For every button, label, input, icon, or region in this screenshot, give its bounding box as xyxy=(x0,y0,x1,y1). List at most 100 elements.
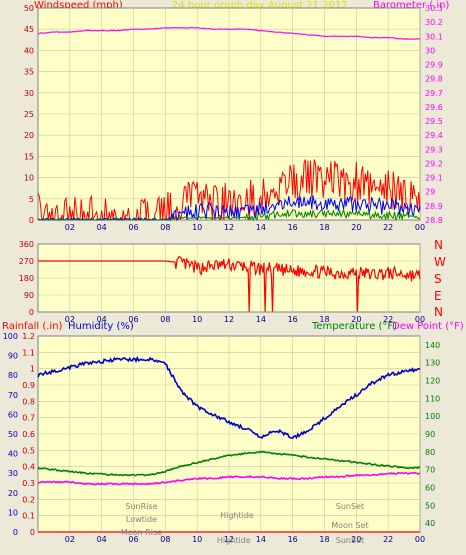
direction-label-s: S xyxy=(434,272,442,286)
direction-x-tick-label: 16 xyxy=(288,315,298,324)
temperature-y-tick-label: 120 xyxy=(425,377,440,386)
barometer-y-tick-label: 29.7 xyxy=(425,89,443,98)
wind-x-tick-label: 20 xyxy=(351,223,361,232)
direction-y-tick-label: 360 xyxy=(19,240,34,249)
rainfall-y-tick-label: 0.6 xyxy=(22,430,35,439)
wind-x-tick-label: 06 xyxy=(128,223,138,232)
rainfall-y-tick-label: 0.9 xyxy=(22,381,35,390)
direction-x-tick-label: 18 xyxy=(319,315,329,324)
wind-x-tick-label: 00 xyxy=(415,223,425,232)
rainfall-y-tick-label: 0.2 xyxy=(22,495,35,504)
wind-x-tick-label: 08 xyxy=(160,223,170,232)
rainfall-y-tick-label: 0.1 xyxy=(22,512,35,521)
barometer-y-tick-label: 29.9 xyxy=(425,61,443,70)
barometer-y-tick-label: 29.2 xyxy=(425,159,443,168)
direction-x-tick-label: 04 xyxy=(97,315,107,324)
direction-x-tick-label: 14 xyxy=(256,315,266,324)
wind-direction-series xyxy=(38,255,421,312)
barometer-y-tick-label: 29 xyxy=(425,188,435,197)
temperature-y-tick-label: 100 xyxy=(425,412,440,421)
barometer-y-tick-label: 30 xyxy=(425,46,435,55)
direction-x-tick-label: 22 xyxy=(383,315,393,324)
barometer-y-tick-label: 29.5 xyxy=(425,117,443,126)
wind-x-tick-label: 18 xyxy=(319,223,329,232)
temperature-y-tick-label: 40 xyxy=(425,519,435,528)
rainfall-y-tick-label: 0.8 xyxy=(22,397,35,406)
annotation-lowtide: Lowtide xyxy=(126,515,157,524)
annotation-hightide-1: Hightide xyxy=(220,511,254,520)
dewpoint-series xyxy=(37,471,421,486)
annotation-sunrise: SunRise xyxy=(125,502,157,511)
annotation-moonrise: Moon Rise xyxy=(121,528,162,537)
humidity-y-tick-label: 100 xyxy=(3,332,18,341)
direction-x-tick-label: 12 xyxy=(224,315,234,324)
rainfall-y-tick-label: 0.7 xyxy=(22,414,35,423)
temperature-y-tick-label: 60 xyxy=(425,483,435,492)
rainfall-y-tick-label: 0 xyxy=(30,528,35,537)
direction-x-tick-label: 08 xyxy=(160,315,170,324)
wind-low-series xyxy=(37,208,421,222)
wind-x-tick-label: 14 xyxy=(256,223,266,232)
humidity-x-tick-label: 10 xyxy=(192,535,202,544)
humidity-x-tick-label: 00 xyxy=(415,535,425,544)
direction-x-tick-label: 02 xyxy=(65,315,75,324)
direction-y-tick-label: 270 xyxy=(19,257,34,266)
barometer-y-tick-label: 29.8 xyxy=(425,75,443,84)
humidity-x-tick-label: 14 xyxy=(256,535,266,544)
direction-label-e: E xyxy=(434,289,442,303)
temperature-y-tick-label: 80 xyxy=(425,448,435,457)
humidity-axis-label: Humidity (%) xyxy=(68,321,134,332)
temperature-axis-label: Temperature (°F) xyxy=(312,321,398,332)
temperature-y-tick-label: 70 xyxy=(425,466,435,475)
rainfall-y-tick-label: 1 xyxy=(30,365,35,374)
barometer-y-tick-label: 28.8 xyxy=(425,216,443,225)
humidity-y-tick-label: 50 xyxy=(8,430,18,439)
direction-label-n-bottom: N xyxy=(434,305,443,319)
barometer-y-tick-label: 30.3 xyxy=(425,4,443,13)
wind-y-tick-label: 40 xyxy=(24,46,34,55)
wind-y-tick-label: 35 xyxy=(24,68,34,77)
annotation-sunset-1: SunSet xyxy=(336,502,364,511)
humidity-y-tick-label: 10 xyxy=(8,508,18,517)
wind-y-tick-label: 0 xyxy=(29,216,34,225)
humidity-y-tick-label: 90 xyxy=(8,352,18,361)
barometer-y-tick-label: 29.1 xyxy=(425,174,443,183)
humidity-y-tick-label: 60 xyxy=(8,410,18,419)
barometer-y-tick-label: 30.1 xyxy=(425,32,443,41)
direction-label-n-top: N xyxy=(434,238,443,252)
chart-title: 24 hour graph day August 21 2017 xyxy=(172,0,348,11)
wind-x-tick-label: 10 xyxy=(192,223,202,232)
rainfall-y-tick-label: 0.4 xyxy=(22,463,35,472)
humidity-x-tick-label: 20 xyxy=(351,535,361,544)
temperature-y-tick-label: 90 xyxy=(425,430,435,439)
humidity-x-tick-label: 02 xyxy=(65,535,75,544)
barometer-y-tick-label: 30.2 xyxy=(425,18,443,27)
rainfall-y-tick-label: 0.5 xyxy=(22,446,35,455)
wind-y-tick-label: 10 xyxy=(24,174,34,183)
windspeed-axis-label: Windspeed (mph) xyxy=(34,0,123,11)
wind-x-tick-label: 02 xyxy=(65,223,75,232)
direction-y-tick-label: 180 xyxy=(19,274,34,283)
humidity-y-tick-label: 30 xyxy=(8,469,18,478)
rainfall-y-tick-label: 0.3 xyxy=(22,479,35,488)
humidity-x-tick-label: 06 xyxy=(128,535,138,544)
humidity-y-tick-label: 40 xyxy=(8,450,18,459)
annotation-sunset-2: SunSet xyxy=(336,536,364,545)
wind-y-tick-label: 25 xyxy=(24,110,34,119)
wind-y-tick-label: 45 xyxy=(24,25,34,34)
direction-y-tick-label: 90 xyxy=(24,291,34,300)
barometer-axis-label: Barometer (.in) xyxy=(373,0,450,11)
temperature-y-tick-label: 110 xyxy=(425,394,440,403)
wind-y-tick-label: 15 xyxy=(24,152,34,161)
wind-gust-series xyxy=(37,159,421,222)
barometer-y-tick-label: 29.3 xyxy=(425,145,443,154)
wind-x-tick-label: 22 xyxy=(383,223,393,232)
humidity-x-tick-label: 16 xyxy=(288,535,298,544)
humidity-x-tick-label: 08 xyxy=(160,535,170,544)
rainfall-y-tick-label: 1.1 xyxy=(22,348,35,357)
wind-x-tick-label: 04 xyxy=(97,223,107,232)
humidity-y-tick-label: 70 xyxy=(8,391,18,400)
annotation-hightide-2: Hightide xyxy=(217,536,251,545)
wind-y-tick-label: 20 xyxy=(24,131,34,140)
